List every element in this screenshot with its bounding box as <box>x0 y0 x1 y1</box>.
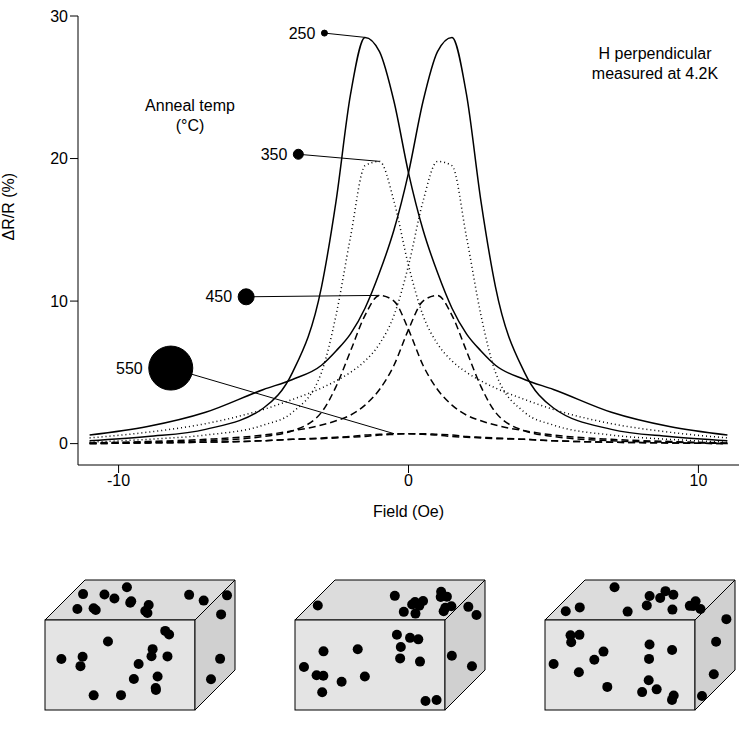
html-text:measured at 4.2K: measured at 4.2K <box>591 65 719 82</box>
svg-text:10: 10 <box>50 293 68 310</box>
html-text:H perpendicular: H perpendicular <box>598 45 712 62</box>
svg-text:250: 250 <box>289 25 316 42</box>
svg-text:0: 0 <box>59 435 68 452</box>
svg-text:20: 20 <box>50 150 68 167</box>
svg-text:Field (Oe): Field (Oe) <box>373 503 444 520</box>
svg-text:30: 30 <box>50 8 68 25</box>
svg-text:-10: -10 <box>107 472 130 489</box>
svg-text:550: 550 <box>116 360 143 377</box>
svg-text:10: 10 <box>690 472 708 489</box>
svg-text:0: 0 <box>404 472 413 489</box>
svg-text:350: 350 <box>261 146 288 163</box>
svg-text:450: 450 <box>205 288 232 305</box>
svg-text:ΔR/R (%): ΔR/R (%) <box>0 173 17 241</box>
html-text:(°C): (°C) <box>175 117 205 134</box>
html-text:Anneal temp: Anneal temp <box>145 97 235 114</box>
